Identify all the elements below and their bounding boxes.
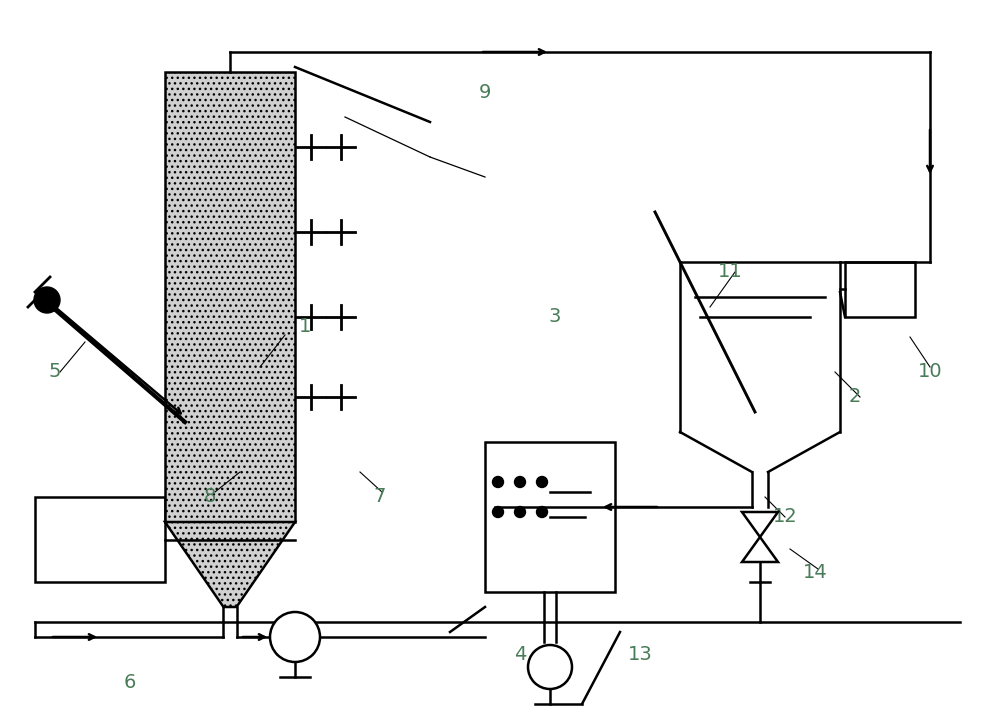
Circle shape (34, 287, 60, 313)
Text: 1: 1 (299, 318, 311, 337)
Bar (485, 442, 615, 592)
Text: 8: 8 (204, 488, 216, 507)
Text: 2: 2 (849, 387, 861, 406)
Text: 6: 6 (124, 672, 136, 691)
Bar (165, 72, 295, 522)
Bar (845, 262, 915, 317)
Text: 12: 12 (773, 507, 797, 526)
Bar (35, 497, 165, 582)
Circle shape (536, 507, 548, 518)
Polygon shape (165, 522, 295, 607)
Text: 5: 5 (49, 363, 61, 382)
Circle shape (536, 476, 548, 488)
Polygon shape (742, 512, 778, 537)
Circle shape (514, 476, 526, 488)
Text: 11: 11 (718, 262, 742, 281)
Circle shape (514, 507, 526, 518)
Text: 10: 10 (918, 363, 942, 382)
Text: 9: 9 (479, 82, 491, 102)
Text: 3: 3 (549, 308, 561, 326)
Text: 13: 13 (628, 646, 652, 664)
Polygon shape (742, 537, 778, 562)
Text: 7: 7 (374, 488, 386, 507)
Circle shape (528, 645, 572, 689)
Circle shape (493, 476, 504, 488)
Text: 14: 14 (803, 563, 827, 582)
Circle shape (270, 612, 320, 662)
Circle shape (493, 507, 504, 518)
Text: 4: 4 (514, 646, 526, 664)
